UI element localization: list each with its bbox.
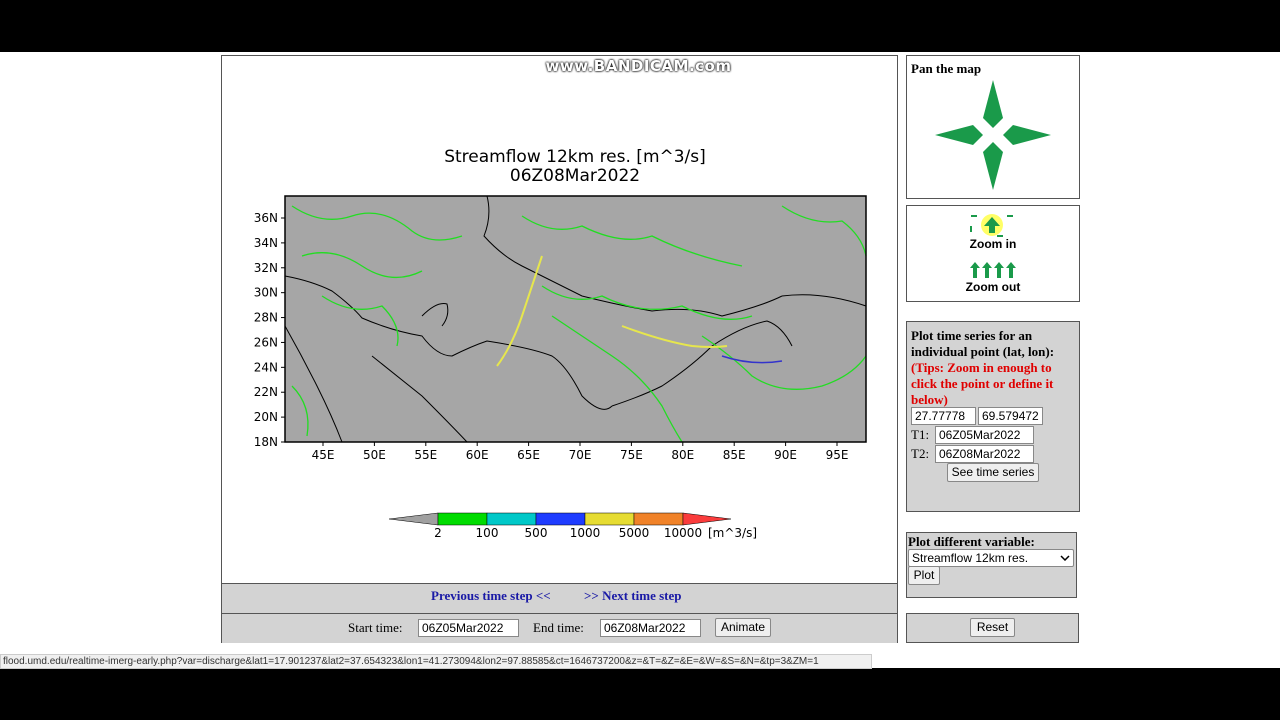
lon-label: 55E (414, 448, 437, 462)
watermark: www.BANDICAM.com (545, 57, 732, 75)
pan-west[interactable] (935, 125, 983, 145)
lon-label: 95E (826, 448, 849, 462)
time-series-heading: Plot time series for an individual point… (911, 328, 1055, 359)
lon-label: 80E (671, 448, 694, 462)
lat-label: 26N (254, 335, 278, 349)
pan-north[interactable] (983, 80, 1003, 128)
colorbar-cell (388, 512, 439, 526)
lat-label: 34N (254, 236, 278, 250)
lon-label: 65E (517, 448, 540, 462)
colorbar-label: 2 (434, 526, 442, 540)
previous-link[interactable]: Previous time step << (431, 588, 551, 603)
t1-input[interactable]: 06Z05Mar2022 (935, 426, 1034, 444)
nav-bar: Previous time step << >> Next time step (222, 583, 897, 614)
t2-label: T2: (911, 446, 930, 461)
colorbar-label: 5000 (619, 526, 650, 540)
end-input[interactable]: 06Z08Mar2022 (600, 619, 701, 637)
pan-east[interactable] (1003, 125, 1051, 145)
colorbar-label: 1000 (570, 526, 601, 540)
start-label: Start time: (348, 620, 403, 635)
t1-label: T1: (911, 427, 930, 442)
zoom-out-arrows (970, 262, 1016, 278)
zoom-out-link[interactable]: Zoom out (965, 280, 1021, 294)
t2-input[interactable]: 06Z08Mar2022 (935, 445, 1034, 463)
lon-label: 45E (312, 448, 335, 462)
pan-panel: Pan the map (906, 55, 1080, 199)
map-panel: Streamflow 12km res. [m^3/s] 06Z08Mar202… (221, 55, 898, 643)
zoom-panel: Zoom in Zoom out (906, 205, 1080, 302)
main-river (496, 255, 543, 367)
reset-button[interactable]: Reset (970, 618, 1015, 637)
zoom-in-link[interactable]: Zoom in (969, 237, 1017, 251)
map-time: 06Z08Mar2022 (510, 166, 640, 186)
lat-label: 36N (254, 211, 278, 225)
lon-label: 60E (466, 448, 489, 462)
colorbar-cell (682, 512, 732, 526)
colorbar-label: 10000 (664, 526, 702, 540)
animate-button[interactable]: Animate (715, 618, 771, 637)
colorbar-cell (486, 512, 537, 526)
lon-label: 90E (774, 448, 797, 462)
variable-select[interactable]: Streamflow 12km res. (908, 549, 1074, 567)
colorbar-cell (437, 512, 488, 526)
reset-panel: Reset (906, 613, 1079, 643)
colorbar-cell (535, 512, 586, 526)
lat-label: 28N (254, 311, 278, 325)
select-caret (1060, 555, 1070, 561)
next-link[interactable]: >> Next time step (584, 588, 682, 603)
zoom-in-arrow (984, 217, 1000, 233)
colorbar-label: 100 (476, 526, 499, 540)
colorbar-unit: [m^3/s] (708, 526, 757, 540)
river-network (291, 205, 867, 443)
map-title: Streamflow 12km res. [m^3/s] (444, 147, 706, 167)
lon-input[interactable]: 69.579472 (978, 407, 1043, 425)
pan-south[interactable] (983, 142, 1003, 190)
lon-label: 50E (363, 448, 386, 462)
lat-label: 32N (254, 261, 278, 275)
lon-label: 75E (620, 448, 643, 462)
plot-button[interactable]: Plot (908, 566, 940, 585)
lat-label: 22N (254, 385, 278, 399)
colorbar-cell (633, 512, 684, 526)
time-series-panel: Plot time series for an individual point… (906, 321, 1080, 512)
map-frame (284, 195, 867, 443)
colorbar-cell (584, 512, 635, 526)
lat-label: 24N (254, 360, 278, 374)
lat-label: 18N (254, 435, 278, 449)
see-time-series-button[interactable]: See time series (947, 463, 1039, 482)
pan-title: Pan the map (911, 61, 982, 76)
lat-label: 30N (254, 286, 278, 300)
pan-arrows[interactable] (907, 56, 1079, 198)
start-input[interactable]: 06Z05Mar2022 (418, 619, 519, 637)
lon-label: 70E (569, 448, 592, 462)
river-blue (721, 355, 783, 364)
status-bar: flood.umd.edu/realtime-imerg-early.php?v… (0, 654, 872, 669)
time-series-tips: (Tips: Zoom in enough to click the point… (911, 360, 1054, 407)
zoom-icons (970, 214, 1016, 278)
colorbar (388, 512, 732, 526)
main-river (621, 325, 728, 348)
lat-input[interactable]: 27.77778 (911, 407, 976, 425)
animation-bar: Start time: 06Z05Mar2022 End time: 06Z08… (222, 613, 897, 643)
end-label: End time: (533, 620, 584, 635)
variable-panel: Plot different variable: Streamflow 12km… (906, 532, 1077, 598)
variable-heading: Plot different variable: (908, 534, 1035, 549)
lat-label: 20N (254, 410, 278, 424)
colorbar-label: 500 (525, 526, 548, 540)
lon-label: 85E (723, 448, 746, 462)
map-image[interactable]: Streamflow 12km res. [m^3/s] 06Z08Mar202… (222, 56, 897, 584)
map-background (285, 196, 866, 442)
page: Streamflow 12km res. [m^3/s] 06Z08Mar202… (0, 52, 1280, 669)
zoom-in-bracket (970, 215, 1014, 237)
